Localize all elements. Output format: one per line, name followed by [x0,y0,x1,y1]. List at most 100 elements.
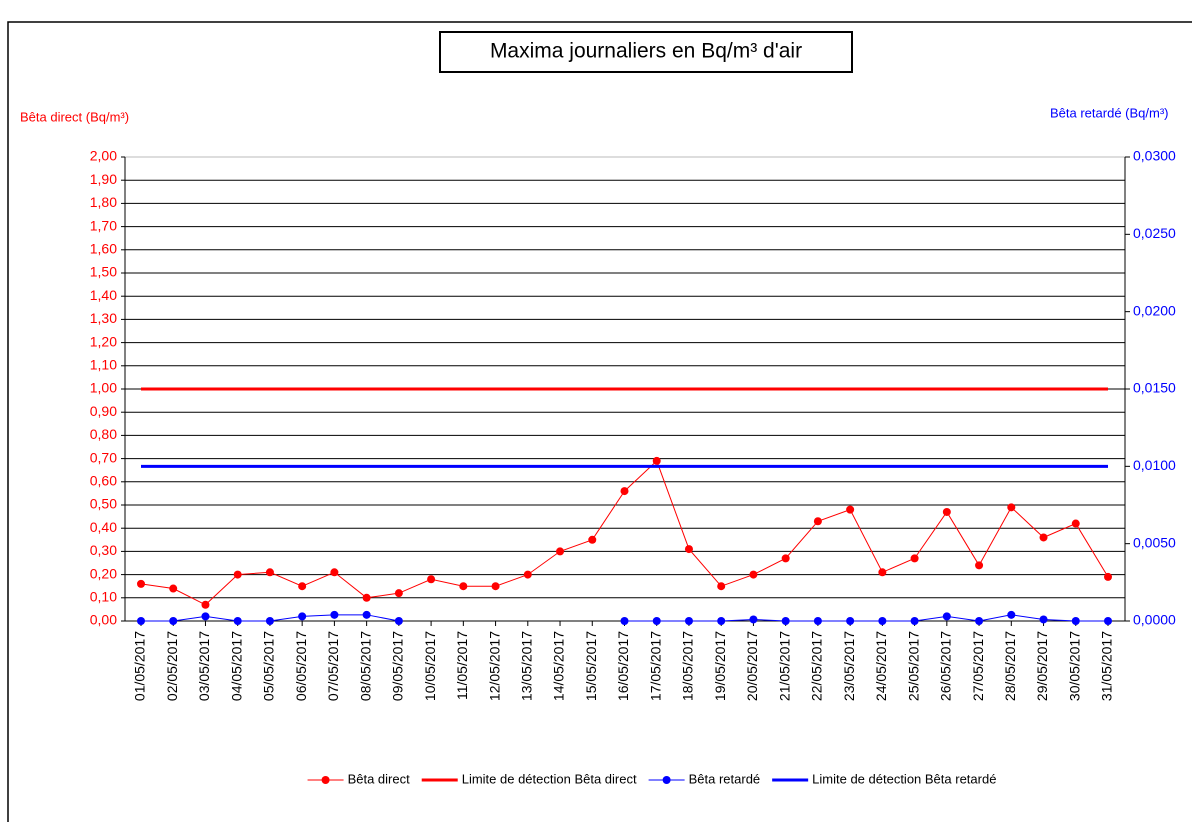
x-tick-label: 02/05/2017 [164,631,180,701]
x-tick-label: 26/05/2017 [938,631,954,701]
x-tick-label: 06/05/2017 [293,631,309,701]
y-tick-label: 1,70 [90,217,117,233]
data-point [201,612,210,621]
data-point [137,617,145,625]
y-tick-label: 0,80 [90,426,117,442]
x-tick-label: 21/05/2017 [776,631,792,701]
legend-label: Limite de détection Bêta direct [462,771,637,786]
x-tick-label: 31/05/2017 [1099,631,1115,701]
y-tick-label: 1,50 [90,264,117,280]
data-point [781,554,790,563]
data-point [781,617,790,625]
y-tick-label: 2,00 [90,148,117,164]
data-point [652,456,661,465]
x-tick-label: 24/05/2017 [873,631,889,701]
y-tick-label: 1,40 [90,287,117,303]
data-point [749,615,758,624]
data-point [394,617,403,625]
data-point [588,535,597,544]
data-point [169,584,178,593]
legend-label: Limite de détection Bêta retardé [812,771,996,786]
data-point [233,570,242,579]
x-tick-label: 25/05/2017 [905,631,921,701]
x-tick-label: 11/05/2017 [454,631,470,700]
data-point [330,568,339,577]
data-point [717,617,726,625]
data-point [620,617,629,625]
x-tick-label: 01/05/2017 [132,631,148,701]
y-tick-label: 1,00 [90,380,117,396]
y-tick-label: 1,30 [90,310,117,326]
data-point [169,617,178,625]
y2-tick-label: 0,0100 [1133,457,1176,473]
data-point [652,617,661,625]
data-point [684,545,693,554]
y-tick-label: 0,90 [90,403,117,419]
data-point [620,487,629,496]
x-tick-label: 23/05/2017 [841,631,857,701]
x-tick-label: 17/05/2017 [647,631,663,701]
data-point [233,617,242,625]
data-point [330,610,339,619]
legend-marker [662,776,671,784]
x-tick-label: 15/05/2017 [583,631,599,701]
y2-tick-label: 0,0300 [1133,148,1176,164]
chart-frame [7,21,1192,822]
y2-tick-label: 0,0200 [1133,302,1176,318]
data-point [878,617,887,625]
y-tick-label: 0,70 [90,449,117,465]
legend-marker [321,776,330,784]
x-tick-label: 19/05/2017 [712,631,728,701]
x-tick-label: 13/05/2017 [519,631,535,701]
y2-axis-label: Bêta retardé (Bq/m³) [1050,105,1169,120]
data-point [362,610,371,619]
x-tick-label: 20/05/2017 [744,631,760,701]
y-tick-label: 1,90 [90,171,117,187]
data-point [813,617,822,625]
y2-tick-label: 0,0000 [1133,612,1176,628]
data-point [1039,533,1048,542]
data-point [878,568,887,577]
legend-label: Bêta retardé [689,771,761,786]
data-point [1071,617,1080,625]
y-tick-label: 1,10 [90,357,117,373]
data-point [427,575,436,584]
data-point [975,617,984,625]
x-tick-label: 18/05/2017 [680,631,696,701]
y2-tick-label: 0,0050 [1133,534,1176,550]
x-tick-label: 16/05/2017 [615,631,631,701]
x-tick-label: 28/05/2017 [1002,631,1018,701]
data-point [265,568,274,577]
data-point [1071,519,1080,528]
data-point [1104,617,1112,625]
y-tick-label: 0,40 [90,519,117,535]
x-tick-label: 07/05/2017 [325,631,341,701]
x-tick-label: 03/05/2017 [196,631,212,701]
data-point [556,547,565,556]
chart-title: Maxima journaliers en Bq/m³ d'air [490,40,802,63]
x-tick-label: 27/05/2017 [970,631,986,701]
data-point [362,593,371,602]
y-tick-label: 0,60 [90,473,117,489]
x-tick-label: 08/05/2017 [357,631,373,701]
y-tick-label: 0,30 [90,542,117,558]
x-tick-label: 14/05/2017 [551,631,567,701]
x-tick-label: 29/05/2017 [1034,631,1050,701]
data-point [265,617,274,625]
data-point [942,612,951,621]
y-tick-label: 1,60 [90,241,117,257]
y-tick-label: 0,20 [90,565,117,581]
data-point [846,617,855,625]
y-tick-label: 0,10 [90,589,117,605]
data-point [491,582,500,591]
data-point [846,505,855,514]
data-point [523,570,532,579]
data-point [1007,610,1016,619]
x-tick-label: 05/05/2017 [261,631,277,701]
y-tick-label: 1,80 [90,194,117,210]
x-tick-label: 10/05/2017 [422,631,438,701]
x-tick-label: 09/05/2017 [390,631,406,701]
data-point [1039,615,1048,624]
